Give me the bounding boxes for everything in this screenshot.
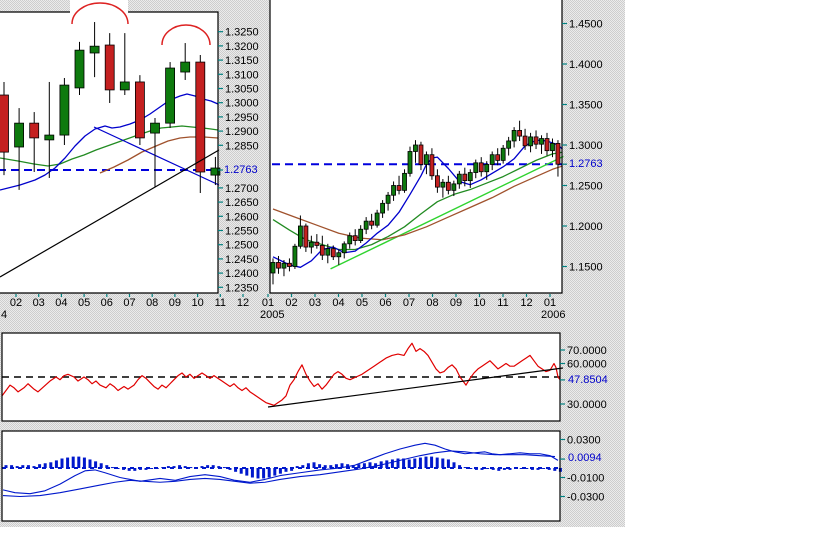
axis-tick-label: 1.3150: [225, 55, 259, 67]
axis-tick-label: 07: [403, 297, 415, 309]
axis-tick-label: 11: [215, 297, 226, 309]
axis-tick-label: 10: [473, 297, 485, 309]
axis-tick-label: 0.0300: [567, 435, 601, 447]
left-chart-axes: 1.3250 1.3200 1.3150 1.3100 1.3050 1.3000 1.29…: [10, 27, 259, 309]
axis-tick-label: 1.2500: [225, 240, 259, 252]
axis-tick-label: 1.2000: [569, 221, 603, 233]
axis-tick-label: 10: [191, 297, 203, 309]
main-chart-panel: [269, 0, 564, 294]
axis-tick-label: 1.2400: [225, 268, 259, 280]
axis-tick-label: 70.0000: [567, 345, 607, 357]
axis-tick-label: 1.4000: [569, 59, 603, 71]
axis-tick-label: 60.0000: [567, 359, 607, 371]
axis-tick-label: 08: [426, 297, 438, 309]
axis-tick-label: 1.2950: [225, 112, 259, 124]
red-arc-annotation[interactable]: [71, 2, 129, 25]
main-chart-year-start-label: 2005: [260, 309, 285, 321]
axis-tick-label: 12: [520, 297, 532, 309]
axis-tick-label: 1.3100: [225, 69, 259, 81]
axis-tick-label: 05: [78, 297, 90, 309]
left-chart-year-label: 4: [1, 309, 8, 321]
axis-tick-label: 1.3000: [569, 140, 603, 152]
main-chart-year-end-label: 2006: [541, 309, 566, 321]
axis-tick-label: 1.3000: [225, 98, 259, 110]
axis-tick-label: 1.2900: [225, 126, 259, 138]
axis-tick-label: 09: [450, 297, 462, 309]
axis-tick-label: 1.2600: [225, 211, 259, 223]
axis-tick-label: 04: [332, 297, 344, 309]
axis-tick-label: 09: [169, 297, 181, 309]
axis-tick-label: 02: [10, 297, 22, 309]
axis-tick-label: 12: [237, 297, 249, 309]
axis-tick-label: 06: [379, 297, 391, 309]
axis-tick-label: 08: [146, 297, 158, 309]
left-chart-current-price-label: 1.2763: [224, 164, 258, 176]
axis-tick-label: 01: [544, 297, 556, 309]
axis-tick-label: 1.2550: [225, 225, 259, 237]
axis-tick-label: 07: [123, 297, 135, 309]
axis-tick-label: 1.3500: [569, 100, 603, 112]
axis-tick-label: -0.0100: [567, 473, 604, 485]
axis-tick-label: 1.2850: [225, 140, 259, 152]
axis-tick-label: 1.2650: [225, 197, 259, 209]
axis-tick-label: 02: [285, 297, 297, 309]
axis-tick-label: 1.3050: [225, 83, 259, 95]
red-arc-annotation[interactable]: [161, 24, 211, 46]
macd-current-value-label: 0.0094: [568, 452, 602, 464]
axis-tick-label: 03: [33, 297, 45, 309]
axis-tick-label: 11: [497, 297, 508, 309]
rsi-current-value-label: 47.8504: [568, 374, 608, 386]
macd-axes: 0.0300 -0.0100 -0.0300: [560, 435, 604, 504]
axis-tick-label: 1.2450: [225, 254, 259, 266]
axis-tick-label: 06: [101, 297, 113, 309]
axis-tick-label: 1.3200: [225, 41, 259, 53]
axis-tick-label: 1.2350: [225, 282, 259, 294]
left-chart-panel: [0, 0, 221, 294]
axis-tick-label: 1.3250: [225, 27, 259, 39]
axis-tick-label: 03: [309, 297, 321, 309]
axis-tick-label: 1.4500: [569, 19, 603, 31]
macd-panel: [1, 430, 562, 522]
axis-tick-label: 30.0000: [567, 399, 607, 411]
axis-tick-label: -0.0300: [567, 492, 604, 504]
main-chart-axes: 1.4500 1.4000 1.3500 1.3000 1.2500 1.2000 1.15…: [262, 19, 603, 310]
rsi-panel: [1, 332, 564, 422]
axis-tick-label: 1.1500: [569, 262, 603, 274]
axis-tick-label: 05: [356, 297, 368, 309]
rsi-axes: 70.0000 60.0000 30.0000: [560, 345, 607, 411]
axis-tick-label: 1.2700: [225, 183, 259, 195]
main-chart-current-price-label: 1.2763: [569, 158, 603, 170]
axis-tick-label: 1.2500: [569, 181, 603, 193]
axis-tick-label: 01: [262, 297, 274, 309]
axis-tick-label: 04: [55, 297, 67, 309]
